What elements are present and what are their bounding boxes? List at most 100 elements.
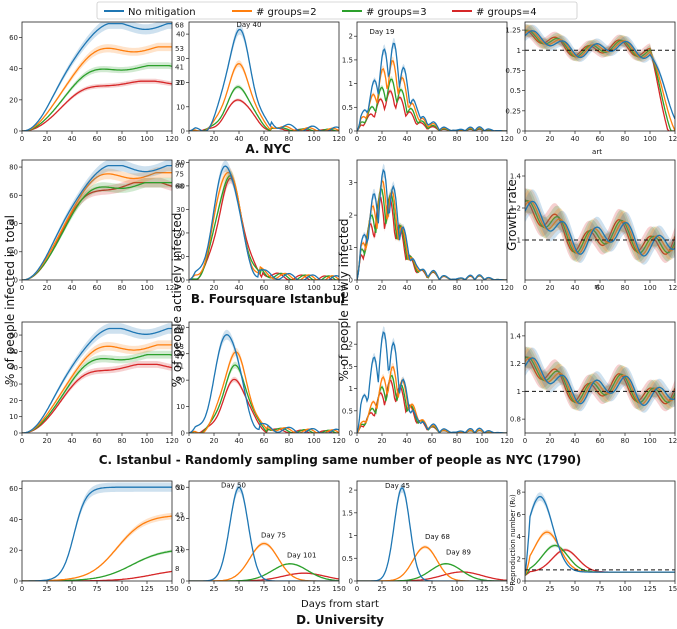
x-tick-label: 60: [596, 284, 605, 292]
series-line-groups-2: [357, 60, 507, 131]
series-band-no-mitigation: [525, 24, 675, 120]
x-tick-label: 20: [546, 284, 555, 292]
x-tick-label: 100: [140, 284, 153, 292]
y-tick-label: 0.8: [510, 416, 521, 424]
x-tick-label: 100: [475, 284, 488, 292]
y-tick-label: 2: [349, 33, 353, 41]
x-tick-label: 60: [596, 135, 605, 143]
end-value-label-no-mitigation: 63: [175, 327, 184, 335]
x-tick-label: 0: [523, 284, 527, 292]
x-tick-label: 100: [307, 135, 320, 143]
series-line-groups-2: [357, 366, 507, 433]
y-tick-label: 60: [9, 485, 18, 493]
y-tick-label: 40: [176, 31, 185, 39]
x-tick-label: 80: [621, 437, 630, 445]
y-tick-label: 0: [181, 128, 185, 136]
y-tick-label: 10: [176, 403, 185, 411]
x-tick-label: 0: [187, 284, 191, 292]
caption-b: B. Foursquare Istanbul: [191, 292, 345, 306]
x-tick-label: 20: [43, 135, 52, 143]
x-tick-label: 120: [165, 284, 178, 292]
series-line-groups-3: [525, 199, 675, 254]
end-value-label-groups-2: 53: [175, 343, 184, 351]
legend-label-groups-3: # groups=3: [366, 7, 427, 18]
x-tick-label: 150: [500, 585, 513, 593]
x-tick-label: 60: [428, 284, 437, 292]
series-line-groups-3: [525, 29, 675, 131]
x-tick-label: 60: [260, 135, 269, 143]
legend-label-groups-4: # groups=4: [476, 7, 537, 18]
series-line-no-mitigation: [22, 327, 172, 433]
series-line-groups-4: [525, 356, 675, 405]
series-band-no-mitigation: [22, 22, 172, 131]
x-tick-label: 120: [668, 135, 677, 143]
x-tick-label: 20: [43, 437, 52, 445]
x-tick-label: 0: [523, 135, 527, 143]
x-tick-label: 80: [285, 284, 294, 292]
peak-annotation: Day 45: [385, 482, 410, 490]
y-tick-label: 30: [9, 381, 18, 389]
x-tick-label: 60: [93, 437, 102, 445]
panel-b4: 0 20 40 60 80 100 120 1 1.2 1.4: [510, 159, 677, 292]
series-line-groups-4: [22, 570, 172, 581]
x-tick-label: 50: [235, 585, 244, 593]
y-tick-label: 60: [9, 332, 18, 340]
x-tick-label: 100: [115, 585, 128, 593]
x-tick-label: 50: [68, 585, 77, 593]
series-line-groups-2: [22, 515, 172, 581]
x-tick-label: 100: [643, 437, 656, 445]
series-line-groups-2: [525, 200, 675, 256]
series-band-groups-2: [525, 529, 675, 576]
x-tick-label: 100: [140, 135, 153, 143]
series-band-groups-3: [189, 361, 339, 433]
y-tick-label: 0: [181, 578, 185, 586]
y-tick-label: 0: [517, 578, 521, 586]
x-tick-label: 50: [403, 585, 412, 593]
y-tick-label: 20: [176, 79, 185, 87]
series-line-groups-4: [22, 363, 172, 433]
series-band-groups-3: [22, 549, 172, 581]
x-tick-label: 40: [235, 135, 244, 143]
y-tick-label: 60: [9, 192, 18, 200]
panel-c3: 0 20 40 60 80 100 120 0 0.5 1 1.5 2: [342, 321, 514, 445]
y-tick-label: 1.5: [342, 56, 353, 64]
series-line-groups-3: [525, 544, 675, 576]
y-tick-label: 1.25: [505, 27, 521, 35]
series-band-no-mitigation: [189, 160, 339, 280]
peak-annotation: Day 89: [446, 549, 471, 557]
series-band-groups-2: [22, 512, 172, 581]
x-tick-label: 120: [332, 284, 345, 292]
y-tick-label: 2: [349, 212, 353, 220]
x-tick-label: 100: [282, 585, 295, 593]
series-line-groups-3: [189, 364, 339, 433]
x-tick-label: 0: [187, 135, 191, 143]
y-tick-label: 0: [14, 277, 18, 285]
series-line-no-mitigation: [189, 334, 339, 433]
y-tick-label: 0.5: [342, 104, 353, 112]
y-tick-label: 40: [9, 364, 18, 372]
end-value-label-groups-3: 68: [175, 183, 184, 191]
end-value-label-no-mitigation: 61: [175, 484, 184, 492]
series-line-no-mitigation: [357, 42, 507, 131]
axes-frame: [356, 321, 508, 434]
x-tick-label: 25: [43, 585, 52, 593]
x-tick-label: 60: [93, 135, 102, 143]
series-line-groups-2: [525, 531, 675, 576]
x-tick-label: 20: [210, 284, 219, 292]
y-tick-label: 0.75: [505, 67, 521, 75]
series-line-groups-4: [189, 177, 339, 280]
series-line-no-mitigation: [189, 28, 339, 131]
x-tick-label: 100: [307, 284, 320, 292]
series-line-groups-2: [189, 351, 339, 433]
panel-a3: 0 20 40 60 80 100 120 0 0.5 1 1.5 2 Day 19: [342, 21, 514, 143]
x-tick-label: 60: [596, 437, 605, 445]
ylabel-new: % of people newly infected: [337, 219, 351, 382]
x-tick-label: 125: [140, 585, 153, 593]
panel-c4: 0 20 40 60 80 100 120 0.8 1 1.2 1.4: [510, 321, 677, 445]
x-tick-label: 120: [500, 284, 513, 292]
x-tick-label: 100: [643, 284, 656, 292]
series-line-groups-2: [357, 179, 507, 280]
x-tick-label: 40: [235, 284, 244, 292]
y-tick-label: 40: [9, 516, 18, 524]
